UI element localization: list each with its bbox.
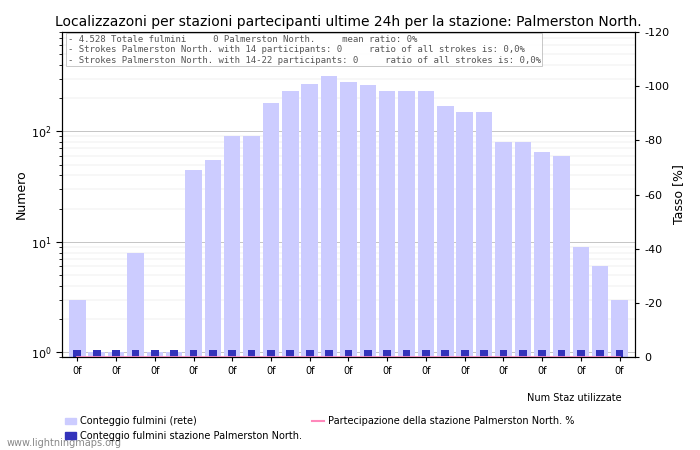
Bar (69, 300, 85, 450)
Text: Num Staz utilizzate: Num Staz utilizzate (526, 393, 622, 403)
Bar (418, 91, 434, 450)
Bar (364, 350, 372, 450)
Bar (262, 103, 279, 450)
Bar (74, 350, 81, 450)
Bar (379, 91, 396, 450)
Bar (186, 170, 202, 450)
Bar (321, 76, 337, 450)
Bar (151, 350, 159, 450)
Bar (398, 91, 415, 450)
Bar (519, 350, 526, 450)
Bar (108, 352, 125, 450)
Bar (495, 142, 512, 450)
Text: www.lightningmaps.org: www.lightningmaps.org (7, 438, 122, 448)
Bar (534, 152, 550, 450)
Bar (344, 350, 352, 450)
Bar (596, 350, 604, 450)
Bar (558, 350, 566, 450)
Bar (592, 266, 608, 450)
Y-axis label: Tasso [%]: Tasso [%] (672, 165, 685, 225)
Bar (384, 350, 391, 450)
Bar (538, 350, 546, 450)
Bar (461, 350, 468, 450)
Title: Localizzazoni per stazioni partecipanti ultime 24h per la stazione: Palmerston N: Localizzazoni per stazioni partecipanti … (55, 15, 642, 29)
Bar (326, 350, 333, 450)
Bar (286, 350, 294, 450)
Text: - 4.528 Totale fulmini     0 Palmerston North.     mean ratio: 0%
- Strokes Palm: - 4.528 Totale fulmini 0 Palmerston Nort… (68, 35, 540, 65)
Bar (514, 142, 531, 450)
Bar (209, 350, 217, 450)
Bar (422, 350, 430, 450)
Bar (127, 252, 144, 450)
Bar (442, 350, 449, 450)
Bar (146, 352, 163, 450)
Bar (112, 350, 120, 450)
Bar (500, 350, 507, 450)
Bar (306, 350, 314, 450)
Bar (456, 112, 473, 450)
Bar (402, 350, 410, 450)
Bar (248, 350, 256, 450)
Bar (476, 112, 492, 450)
Bar (93, 350, 101, 450)
Bar (88, 352, 105, 450)
Bar (302, 84, 318, 450)
Bar (228, 350, 236, 450)
Bar (611, 300, 628, 450)
Bar (224, 136, 241, 450)
Bar (267, 350, 275, 450)
Bar (170, 350, 178, 450)
Y-axis label: Numero: Numero (15, 170, 28, 219)
Bar (244, 136, 260, 450)
Bar (480, 350, 488, 450)
Bar (577, 350, 584, 450)
Bar (360, 85, 376, 450)
Legend: Conteggio fulmini (rete), Conteggio fulmini stazione Palmerston North., Partecip: Conteggio fulmini (rete), Conteggio fulm… (61, 413, 578, 445)
Bar (553, 156, 570, 450)
Bar (132, 350, 139, 450)
Bar (340, 82, 357, 450)
Bar (166, 352, 183, 450)
Bar (437, 106, 454, 450)
Bar (616, 350, 624, 450)
Bar (282, 91, 299, 450)
Bar (204, 160, 221, 450)
Bar (190, 350, 197, 450)
Bar (573, 247, 589, 450)
